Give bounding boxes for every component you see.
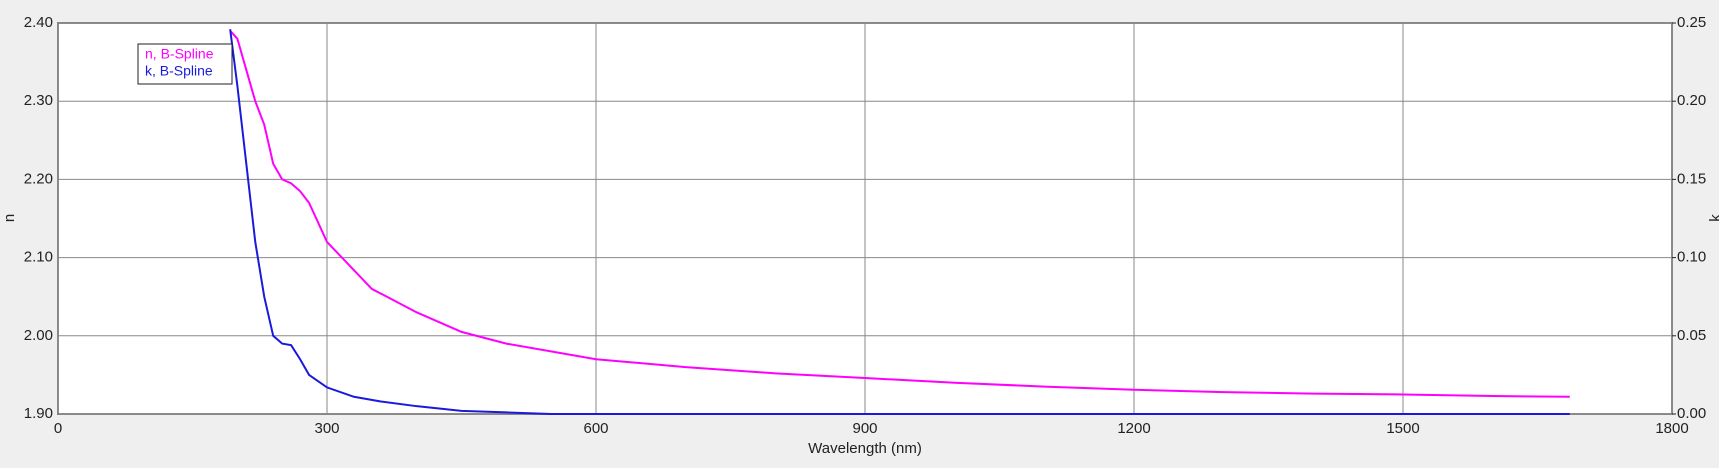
x-tick-label: 900 (852, 420, 877, 437)
x-tick-label: 0 (54, 420, 62, 437)
y-tick-label: 2.30 (24, 92, 53, 109)
legend-label: n, B-Spline (145, 46, 214, 62)
y2-tick-label: 0.00 (1677, 405, 1706, 422)
x-tick-label: 1200 (1117, 420, 1150, 437)
legend-box (137, 43, 233, 85)
y-tick-label: 2.40 (24, 14, 53, 31)
x-tick-label: 1500 (1386, 420, 1419, 437)
x-axis-label: Wavelength (nm) (808, 440, 922, 457)
x-tick-label: 300 (314, 420, 339, 437)
y2-axis-label: k (1707, 214, 1719, 222)
y-tick-label: 2.10 (24, 249, 53, 266)
legend-label: k, B-Spline (145, 63, 213, 79)
y-tick-label: 1.90 (24, 405, 53, 422)
line (229, 29, 1570, 415)
y2-tick-label: 0.10 (1677, 249, 1706, 266)
y-tick-label: 2.00 (24, 327, 53, 344)
y2-tick-label: 0.05 (1677, 327, 1706, 344)
y2-tick-label: 0.20 (1677, 92, 1706, 109)
x-tick-label: 1800 (1655, 420, 1688, 437)
x-tick-label: 600 (583, 420, 608, 437)
y-axis-label: n (1, 214, 18, 222)
line (229, 30, 1570, 398)
y-tick-label: 2.20 (24, 170, 53, 187)
y2-tick-label: 0.15 (1677, 170, 1706, 187)
y2-tick-label: 0.25 (1677, 14, 1706, 31)
